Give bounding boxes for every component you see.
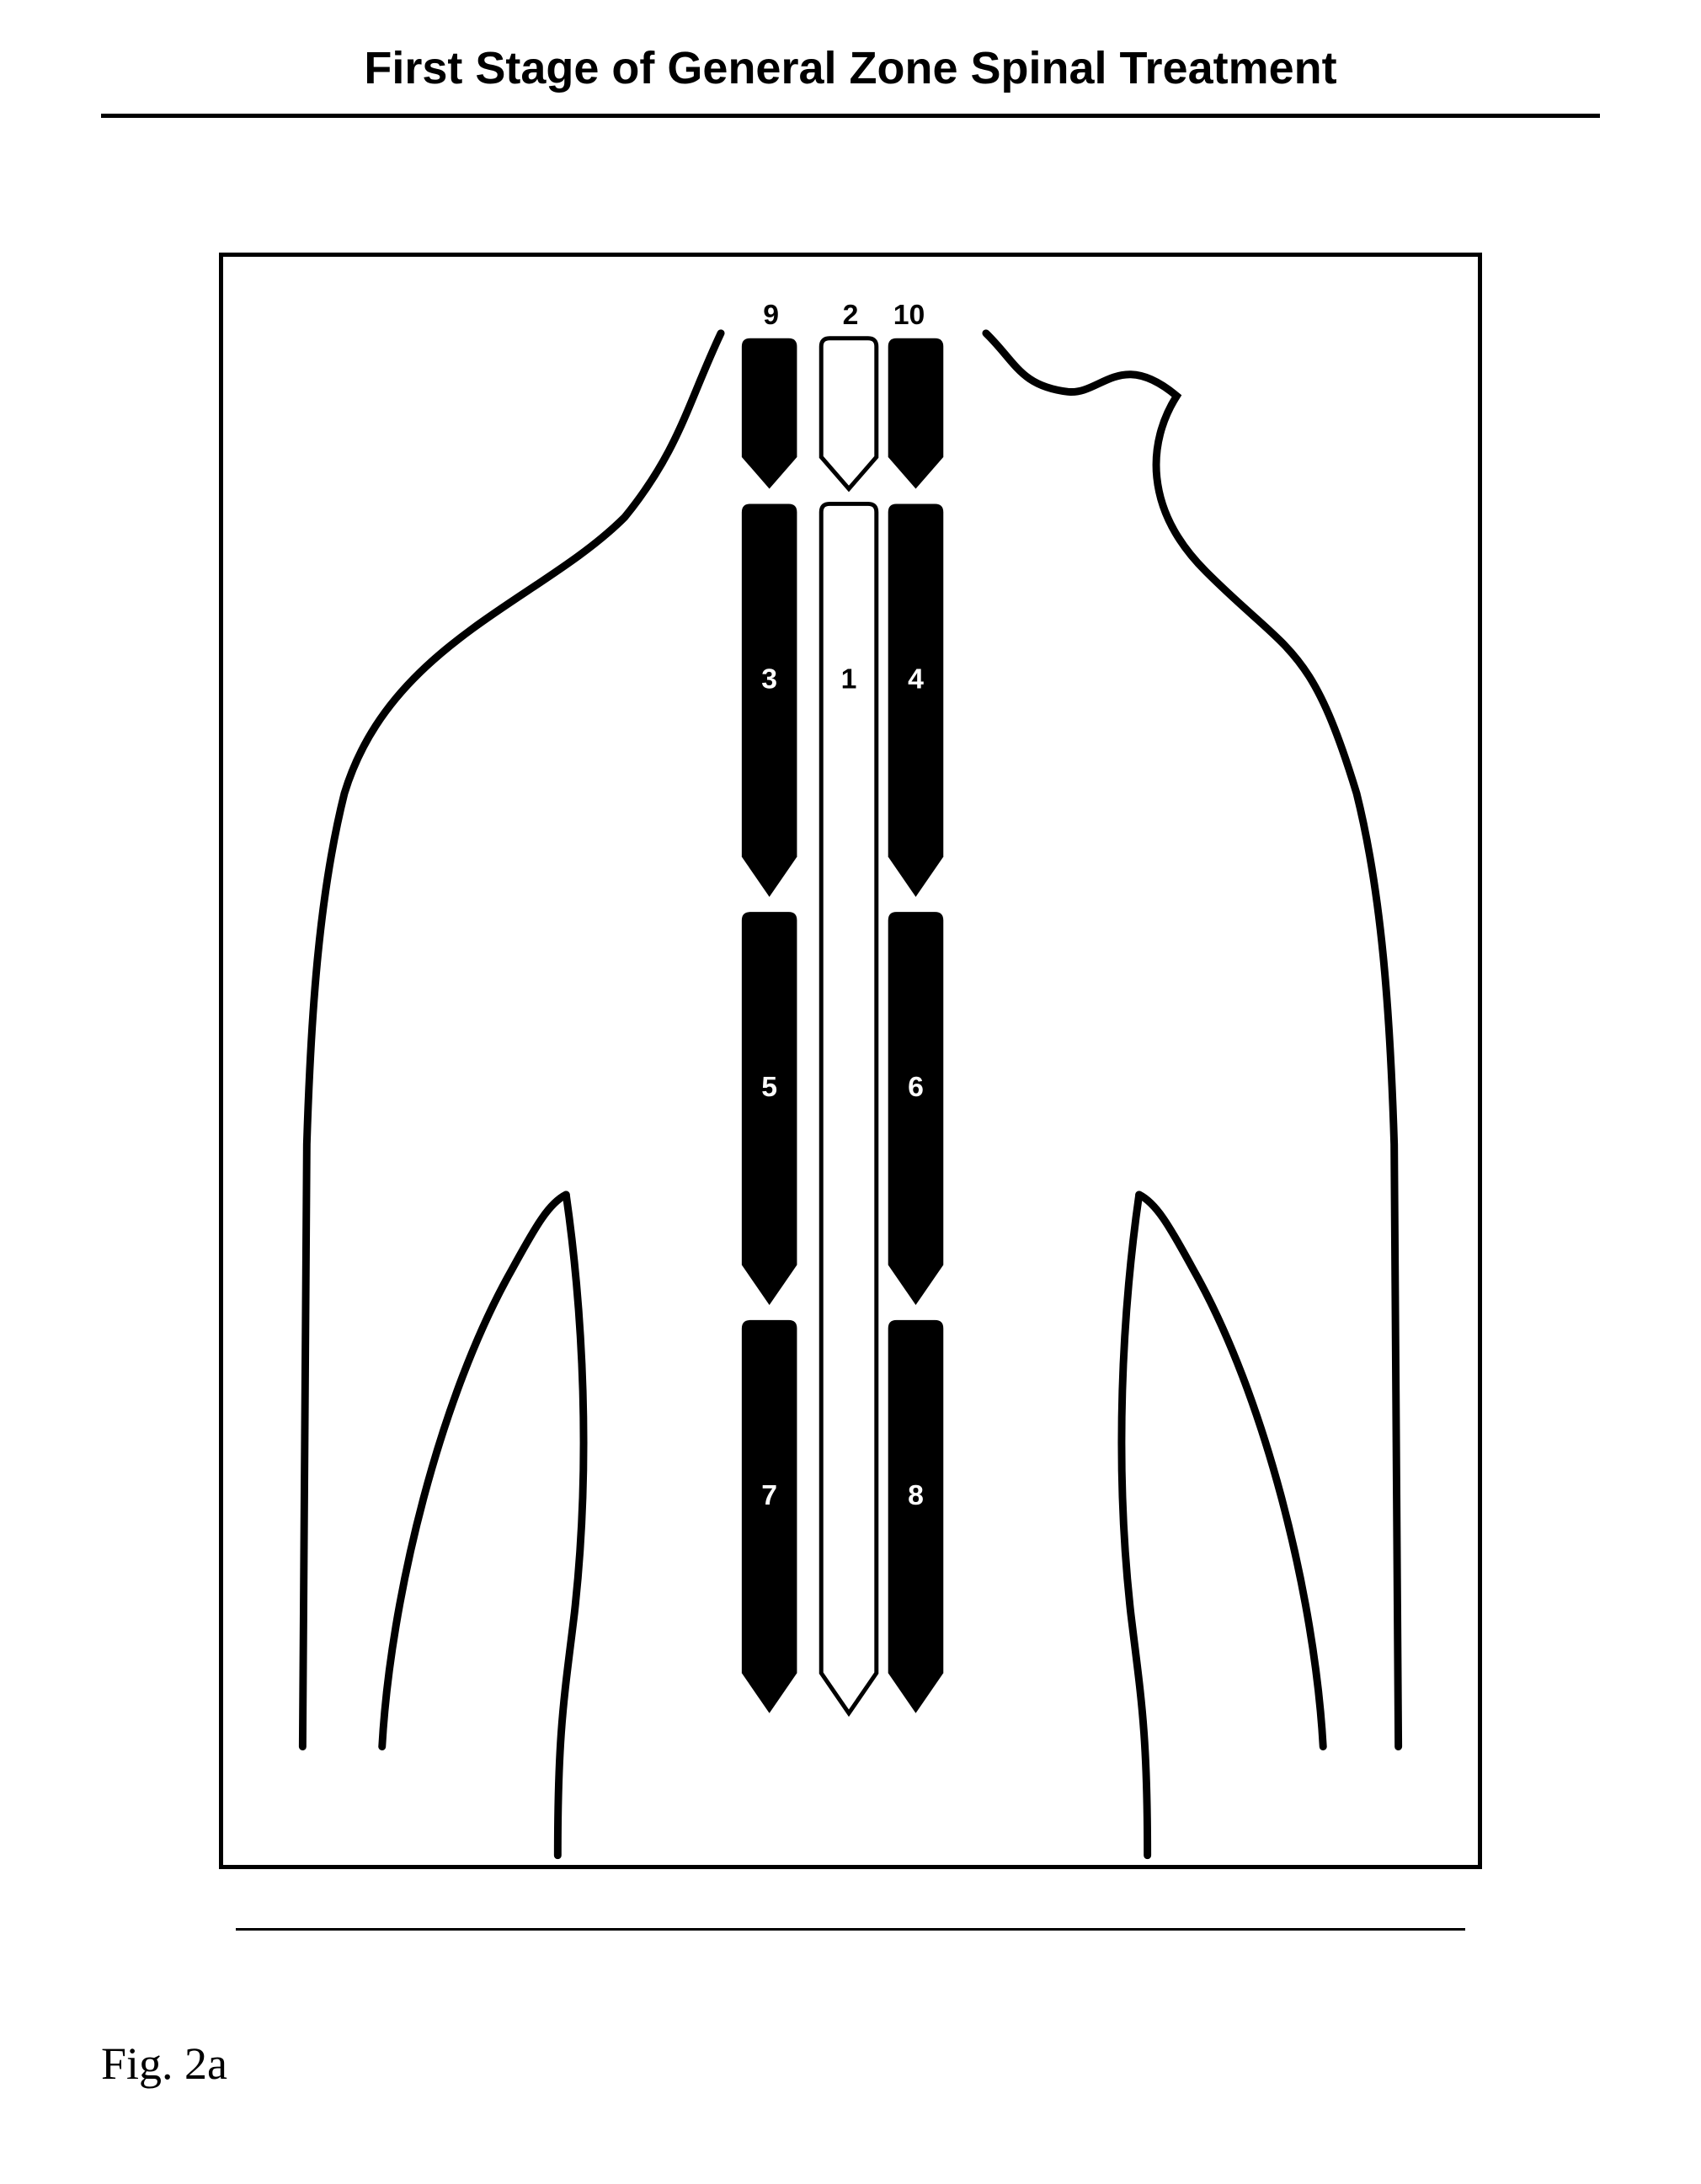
spine-arrows-group: 9 2 10 3 4 1 5 6 7 8	[742, 299, 943, 1713]
svg-text:6: 6	[908, 1071, 924, 1103]
svg-text:7: 7	[761, 1479, 777, 1511]
column-top-label: 9	[763, 299, 779, 331]
column-top-label: 2	[843, 299, 859, 331]
column-top-label: 10	[893, 299, 925, 331]
svg-text:5: 5	[761, 1071, 777, 1103]
figure-frame: 9 2 10 3 4 1 5 6 7 8	[219, 253, 1482, 1869]
svg-text:8: 8	[908, 1479, 924, 1511]
svg-text:4: 4	[908, 663, 924, 695]
header-rule	[101, 114, 1600, 118]
page: First Stage of General Zone Spinal Treat…	[0, 0, 1701, 2184]
svg-text:1: 1	[841, 663, 857, 695]
body-diagram-svg: 9 2 10 3 4 1 5 6 7 8	[223, 257, 1478, 1865]
svg-text:3: 3	[761, 663, 777, 695]
figure-label: Fig. 2a	[101, 2038, 227, 2090]
footer-rule	[236, 1928, 1465, 1931]
diagram-title: First Stage of General Zone Spinal Treat…	[0, 42, 1701, 94]
